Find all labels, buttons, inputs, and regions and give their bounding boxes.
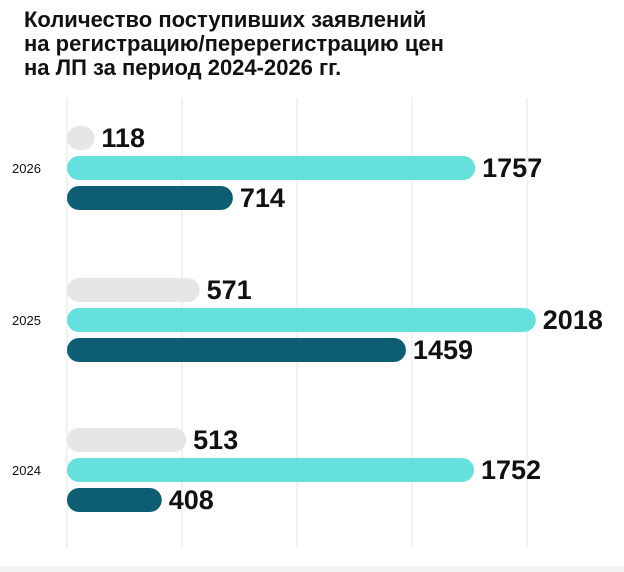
bar [67, 308, 536, 332]
category-label: 2026 [12, 161, 41, 176]
title-line-2: на регистрацию/перерегистрацию цен [24, 31, 444, 56]
category-label: 2025 [12, 313, 41, 328]
data-label: 1752 [481, 455, 541, 485]
bar [67, 278, 200, 302]
data-label: 513 [193, 425, 238, 455]
bar [67, 186, 233, 210]
bar [67, 338, 406, 362]
data-label: 571 [207, 275, 252, 305]
bar [67, 458, 474, 482]
bar [67, 428, 187, 452]
data-label: 714 [240, 183, 285, 213]
title-line-3: на ЛП за период 2024-2026 гг. [24, 55, 342, 80]
data-label: 2018 [543, 305, 603, 335]
data-label: 118 [101, 123, 145, 153]
bar [67, 156, 476, 180]
title-line-1: Количество поступивших заявлений [24, 7, 427, 32]
data-label: 408 [169, 485, 214, 515]
bar [67, 126, 95, 150]
chart-title: Количество поступивших заявлений на реги… [24, 8, 584, 80]
bottom-divider [0, 566, 624, 572]
data-label: 1757 [482, 153, 542, 183]
bar [67, 488, 162, 512]
data-label: 1459 [413, 335, 473, 365]
category-label: 2024 [12, 463, 41, 478]
